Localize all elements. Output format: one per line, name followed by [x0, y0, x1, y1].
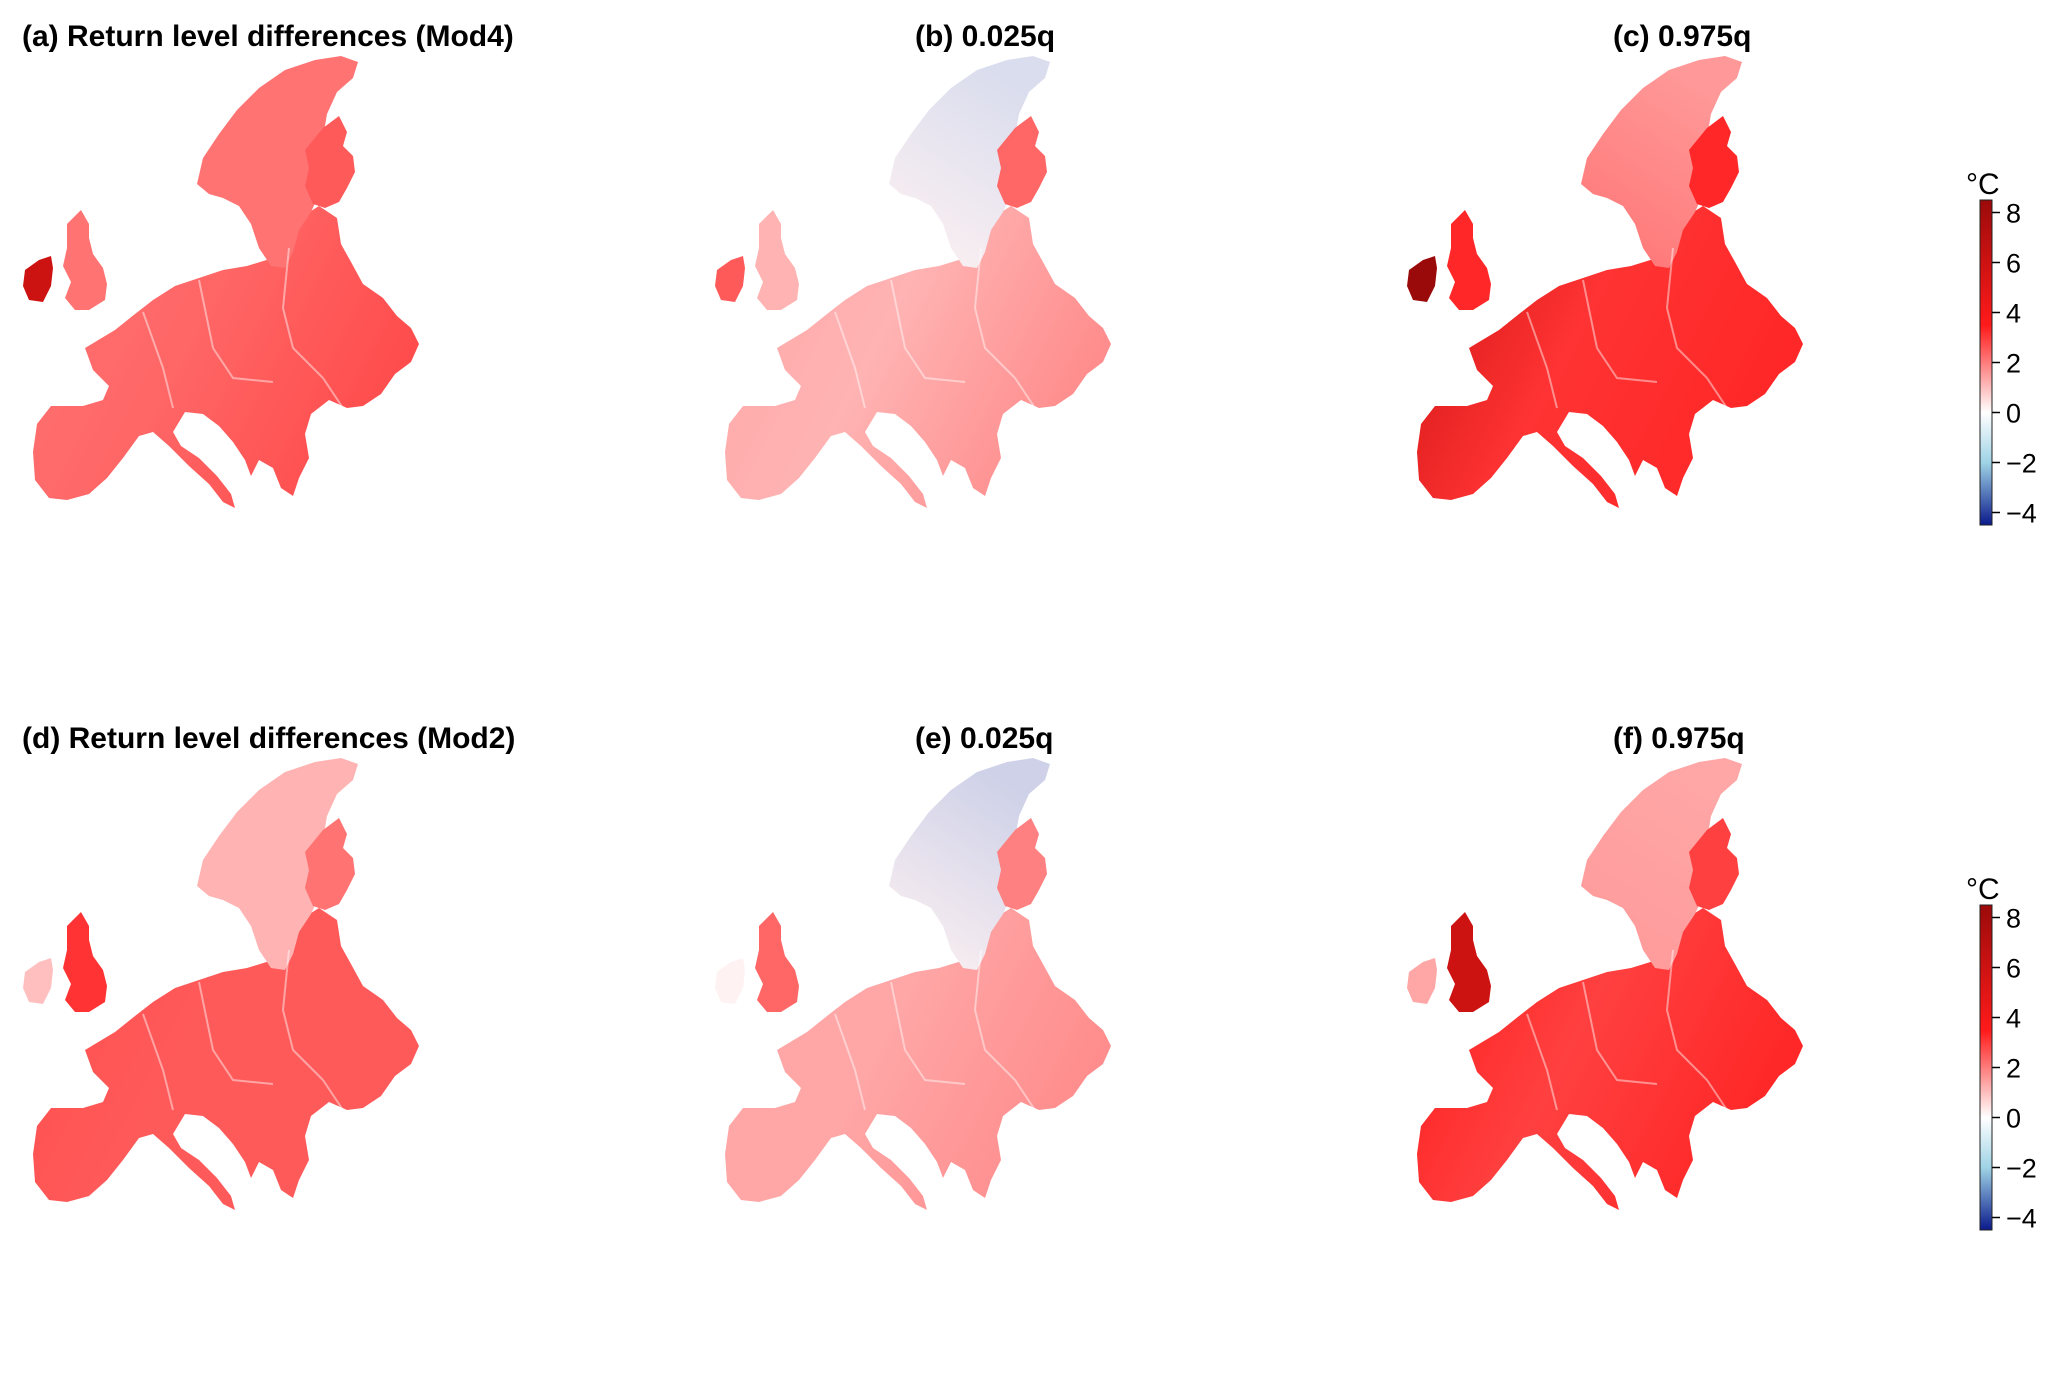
- colorbar-bar: [1979, 904, 1993, 1231]
- panel-title-c: (c) 0.975q: [1613, 20, 1752, 53]
- uk-region: [1447, 912, 1491, 1012]
- panel-title-b: (b) 0.025q: [915, 20, 1056, 53]
- region-border: [281, 949, 324, 1081]
- region-border: [1526, 1013, 1558, 1111]
- ireland-region: [1407, 958, 1437, 1004]
- ireland-region: [1407, 256, 1437, 302]
- region-border: [1526, 311, 1558, 409]
- colorbar-tick-label: 6: [2006, 249, 2021, 279]
- colorbar-tick-label: 2: [2006, 1054, 2021, 1084]
- region-border: [973, 949, 1016, 1081]
- finland-region: [1689, 818, 1739, 910]
- colorbar-tick-label: 0: [2006, 399, 2021, 429]
- region-border: [198, 279, 274, 383]
- region-border: [890, 981, 966, 1085]
- colorbar-tick-label: −2: [2006, 1154, 2037, 1184]
- colorbar-tick-label: 0: [2006, 1104, 2021, 1134]
- uk-region: [1447, 210, 1491, 310]
- region-border: [1014, 1079, 1036, 1111]
- region-border: [198, 981, 274, 1085]
- colorbar-bar: [1979, 199, 1993, 526]
- colorbar-tick-label: −4: [2006, 499, 2037, 529]
- colorbar-tick-label: −4: [2006, 1204, 2037, 1234]
- region-border: [890, 279, 966, 383]
- region-border: [142, 311, 174, 409]
- region-border: [834, 311, 866, 409]
- map-f: [1407, 758, 1803, 1210]
- panel-title-f: (f) 0.975q: [1613, 722, 1745, 755]
- region-border: [1665, 949, 1708, 1081]
- ireland-region: [715, 256, 745, 302]
- region-border: [322, 377, 344, 409]
- map-d: [23, 758, 419, 1210]
- colorbar-tick-label: 2: [2006, 349, 2021, 379]
- region-border: [973, 247, 1016, 379]
- region-border: [322, 1079, 344, 1111]
- colorbar-unit: °C: [1966, 873, 2000, 906]
- region-border: [834, 1013, 866, 1111]
- north-region: [197, 56, 358, 268]
- colorbar-tick-label: 8: [2006, 199, 2021, 229]
- region-border: [1582, 981, 1658, 1085]
- region-border: [281, 247, 324, 379]
- colorbar-unit: °C: [1966, 168, 2000, 201]
- colorbar-tick-label: −2: [2006, 449, 2037, 479]
- north-region: [889, 758, 1050, 970]
- mainland-region: [1417, 206, 1803, 508]
- mainland-region: [725, 908, 1111, 1210]
- finland-region: [305, 818, 355, 910]
- finland-region: [997, 818, 1047, 910]
- colorbar-tick-label: 4: [2006, 299, 2021, 329]
- uk-region: [755, 912, 799, 1012]
- panel-title-e: (e) 0.025q: [915, 722, 1054, 755]
- mainland-region: [725, 206, 1111, 508]
- ireland-region: [23, 958, 53, 1004]
- ireland-region: [715, 958, 745, 1004]
- mainland-region: [33, 206, 419, 508]
- map-a: [23, 56, 419, 508]
- finland-region: [997, 116, 1047, 208]
- colorbar-bottom: °C −4 −2 0 2 4 6 8: [1960, 873, 2067, 1243]
- finland-region: [305, 116, 355, 208]
- mainland-region: [1417, 908, 1803, 1210]
- mainland-region: [33, 908, 419, 1210]
- colorbar-top: °C −4 −2 0 2 4 6 8: [1960, 168, 2067, 538]
- region-border: [1665, 247, 1708, 379]
- colorbar-tick-label: 6: [2006, 954, 2021, 984]
- region-border: [142, 1013, 174, 1111]
- finland-region: [1689, 116, 1739, 208]
- map-e: [715, 758, 1111, 1210]
- north-region: [889, 56, 1050, 268]
- map-c: [1407, 56, 1803, 508]
- region-border: [1582, 279, 1658, 383]
- panel-title-d: (d) Return level differences (Mod2): [22, 722, 516, 755]
- colorbar-gradient: −4 −2 0 2 4 6 8: [1979, 199, 2037, 529]
- north-region: [1581, 56, 1742, 268]
- colorbar-tick-label: 8: [2006, 904, 2021, 934]
- region-border: [1706, 377, 1728, 409]
- region-border: [1706, 1079, 1728, 1111]
- ireland-region: [23, 256, 53, 302]
- uk-region: [63, 210, 107, 310]
- north-region: [1581, 758, 1742, 970]
- colorbar-gradient: −4 −2 0 2 4 6 8: [1979, 904, 2037, 1234]
- colorbar-tick-label: 4: [2006, 1004, 2021, 1034]
- region-border: [1014, 377, 1036, 409]
- map-b: [715, 56, 1111, 508]
- north-region: [197, 758, 358, 970]
- uk-region: [755, 210, 799, 310]
- panel-title-a: (a) Return level differences (Mod4): [22, 20, 514, 53]
- uk-region: [63, 912, 107, 1012]
